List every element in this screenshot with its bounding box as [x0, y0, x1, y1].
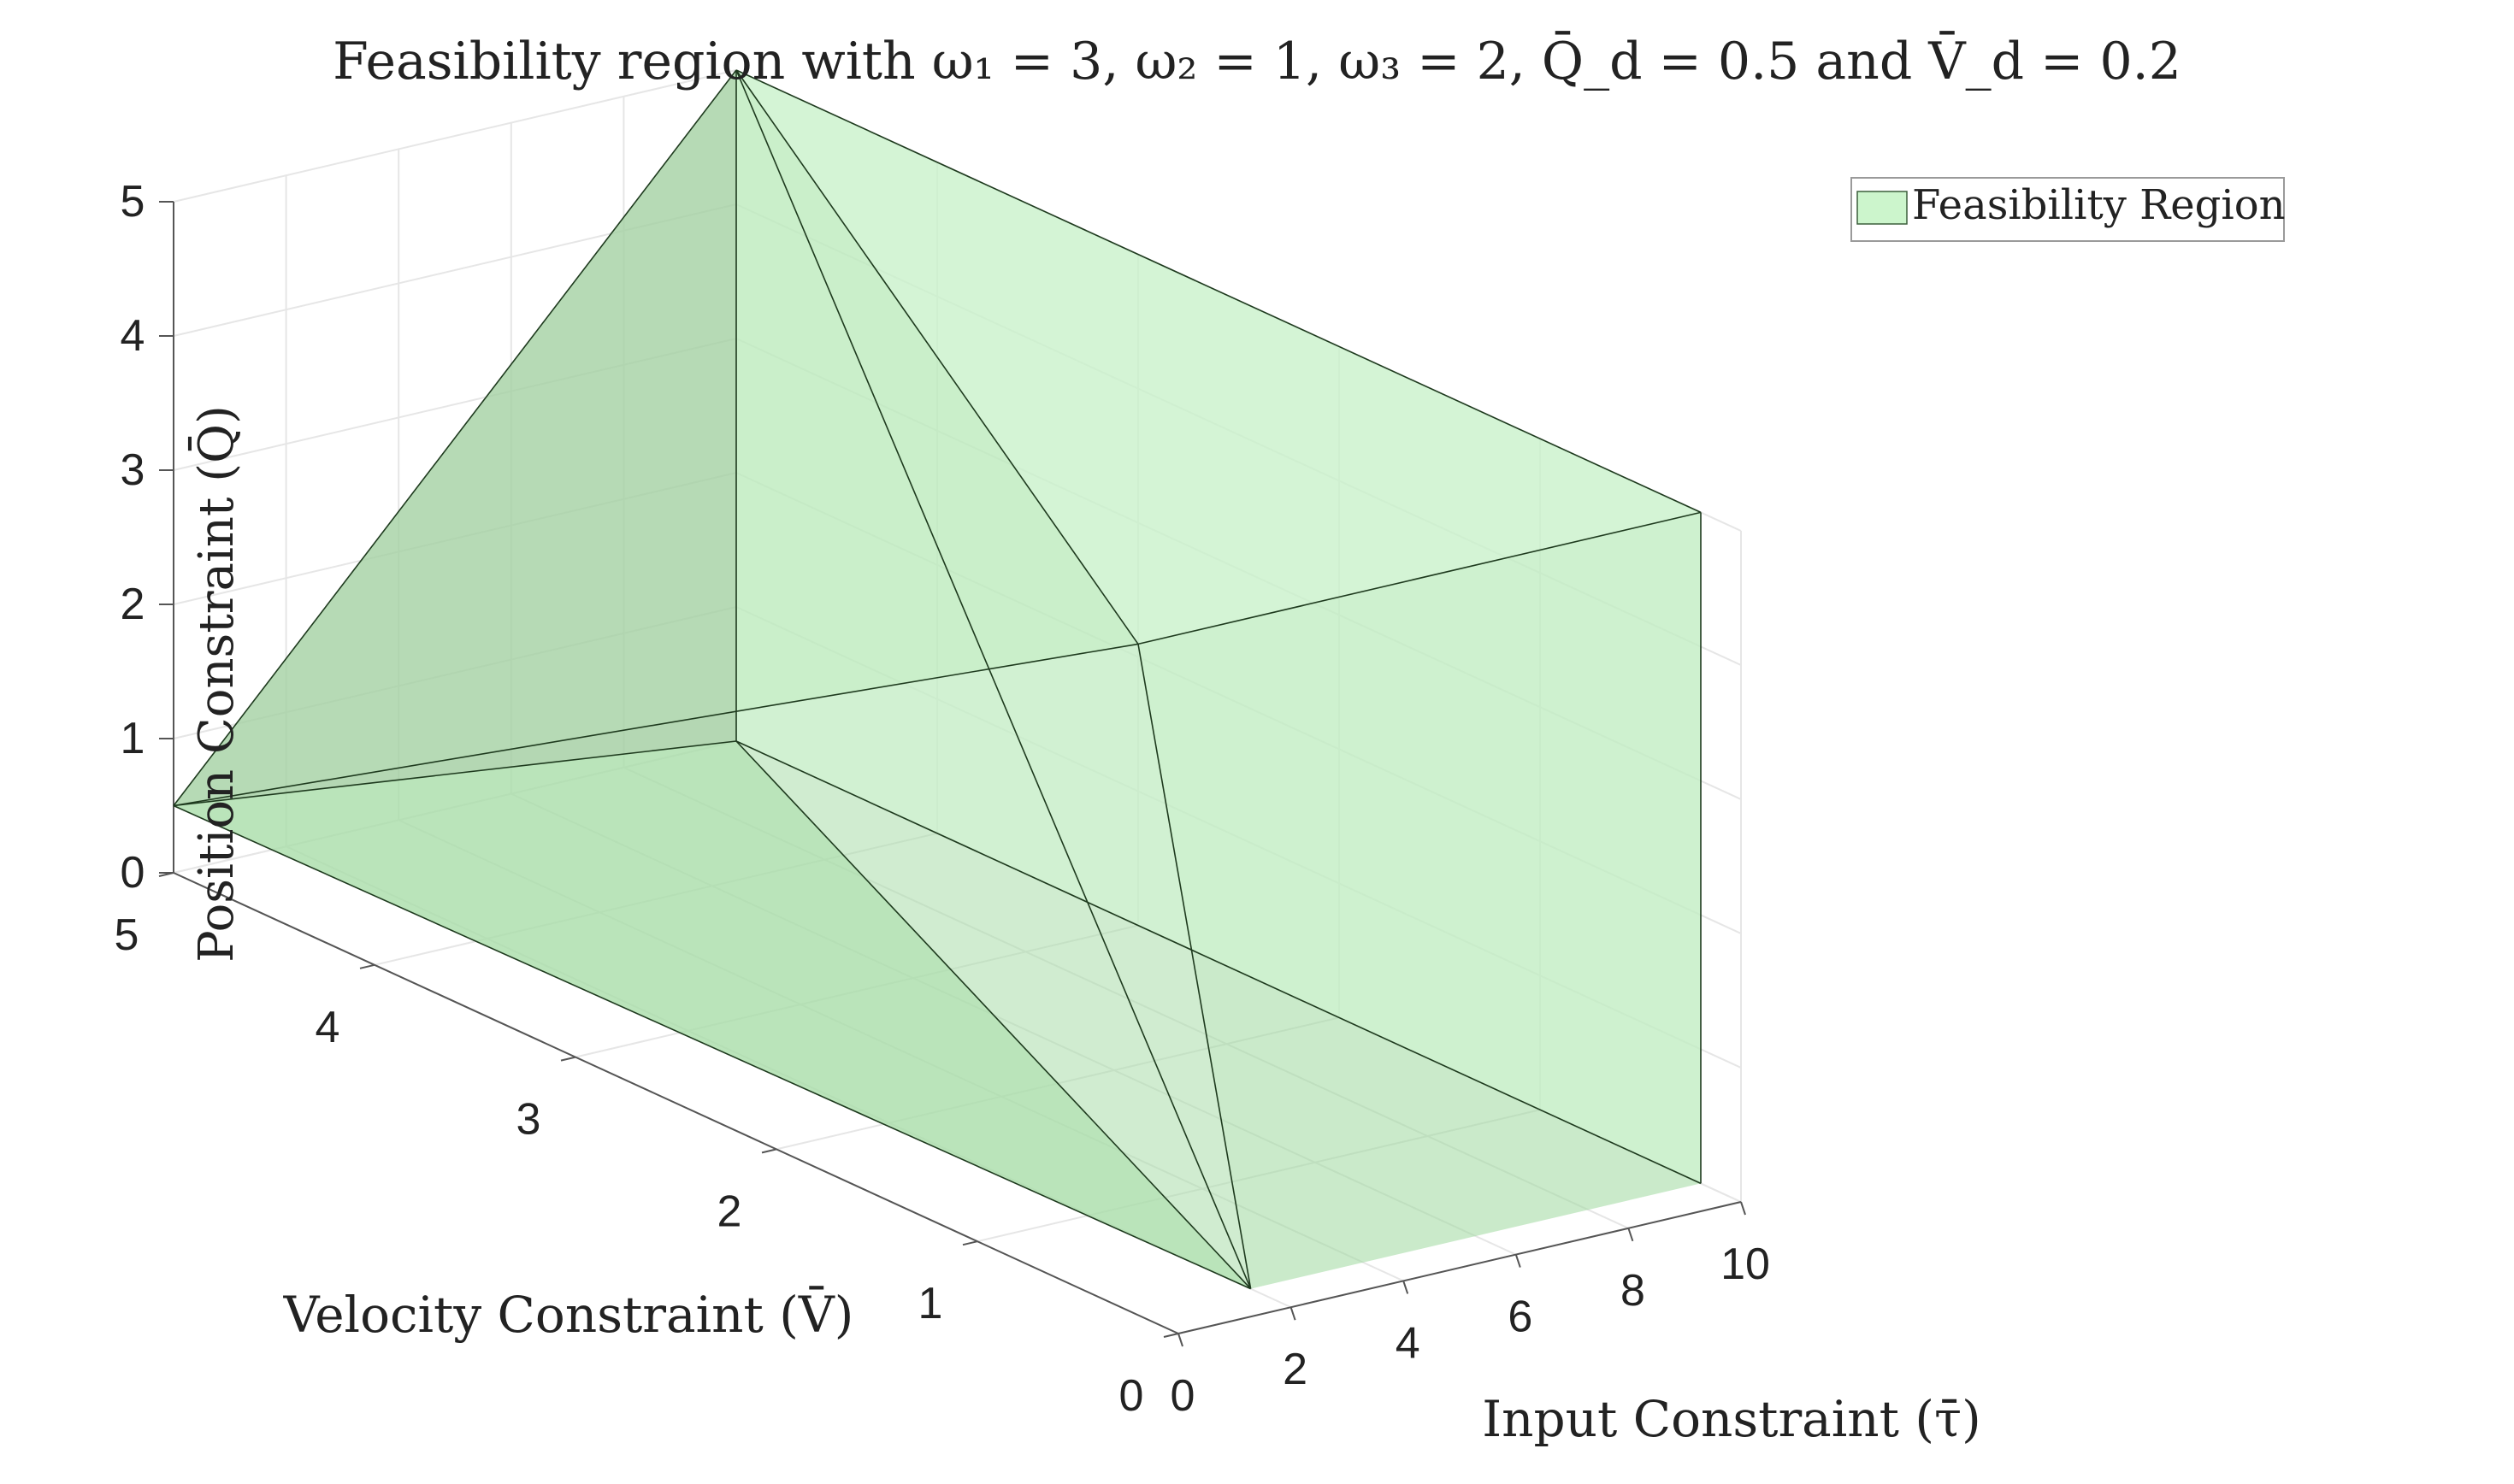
z-axis-label: Position Constraint (Q̄): [187, 405, 245, 963]
y-tick-label: 5: [115, 910, 139, 960]
region-edge: [1137, 511, 1702, 645]
legend-box: [1850, 177, 2285, 242]
grid-line-back-z: [173, 69, 737, 203]
x-tick-label: 2: [1283, 1345, 1307, 1394]
legend-swatch: [1856, 191, 1908, 225]
z-tick-label: 4: [121, 311, 145, 361]
legend: Feasibility Region: [1850, 177, 2286, 242]
x-tick-label: 0: [1171, 1371, 1195, 1421]
x-tick-mark: [1177, 1333, 1183, 1347]
region-edges: [173, 69, 1702, 1290]
y-axis-label: Velocity Constraint (V̄): [283, 1285, 854, 1344]
region-face: [736, 70, 1701, 645]
y-tick-label: 3: [516, 1095, 541, 1145]
region-edge: [173, 69, 737, 806]
chart-title: Feasibility region with ω₁ = 3, ω₂ = 1, …: [333, 31, 2181, 91]
y-tick-mark: [1163, 1333, 1179, 1338]
y-tick-label: 4: [316, 1003, 340, 1052]
region-edge: [735, 69, 1139, 645]
z-tick-label: 2: [121, 580, 145, 629]
y-tick-label: 0: [1119, 1371, 1144, 1421]
x-tick-label: 4: [1396, 1318, 1420, 1368]
z-tick-label: 3: [121, 445, 145, 495]
legend-label: Feasibility Region: [1912, 181, 2286, 229]
y-axis-line: [173, 872, 1179, 1334]
x-axis-line: [1177, 1201, 1742, 1334]
z-tick-label: 1: [121, 714, 145, 763]
x-tick-mark: [1514, 1254, 1521, 1268]
y-tick-mark: [560, 1056, 576, 1062]
region-edge: [1137, 644, 1252, 1289]
region-edge: [735, 69, 1702, 514]
x-axis-label: Input Constraint (τ̄): [1482, 1390, 1981, 1448]
y-tick-mark: [962, 1240, 978, 1246]
region-edge: [173, 740, 737, 807]
z-tick-label: 0: [121, 848, 145, 898]
feasibility-region: [174, 70, 1701, 1289]
y-tick-mark: [761, 1148, 777, 1154]
region-edge: [735, 740, 1252, 1290]
x-tick-mark: [1402, 1281, 1409, 1294]
axes: [158, 201, 1746, 1347]
y-tick-mark: [359, 963, 375, 969]
tick-labels: 0 2 4 6 8 10 0 1 2 3 4 5 0 1 2 3 4 5: [115, 177, 1770, 1421]
region-edge: [173, 804, 1251, 1290]
region-edge: [735, 740, 1702, 1185]
y-tick-label: 2: [717, 1187, 742, 1236]
region-edge: [173, 643, 1139, 807]
y-tick-label: 1: [918, 1279, 943, 1328]
z-tick-label: 5: [121, 177, 145, 227]
x-tick-mark: [1289, 1306, 1296, 1321]
x-tick-label: 8: [1620, 1266, 1645, 1316]
x-tick-label: 6: [1508, 1293, 1532, 1342]
x-tick-mark: [1740, 1201, 1746, 1216]
region-edge: [735, 69, 1252, 1289]
x-tick-label: 10: [1720, 1240, 1770, 1289]
x-tick-mark: [1627, 1228, 1634, 1242]
